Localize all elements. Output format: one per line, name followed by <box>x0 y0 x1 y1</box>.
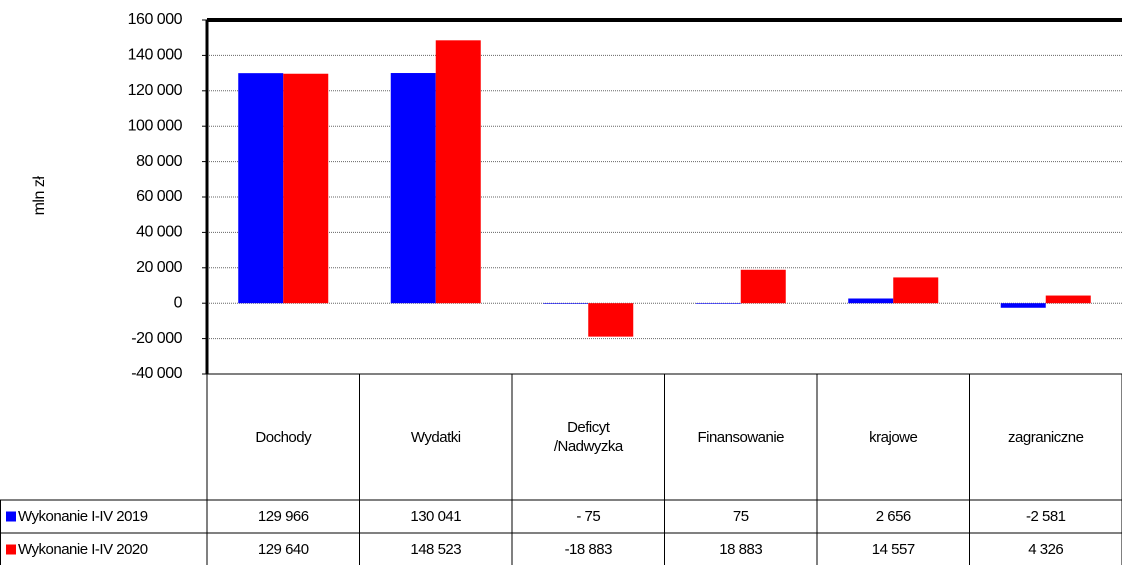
y-tick-label: 100 000 <box>128 117 183 134</box>
legend-swatch <box>6 511 16 522</box>
value-label: -2 581 <box>1025 508 1066 525</box>
y-tick-label: 60 000 <box>136 188 183 205</box>
bar <box>588 303 634 337</box>
category-label: Finansowanie <box>697 428 785 446</box>
value-label: 129 640 <box>257 541 309 558</box>
bar <box>390 73 436 304</box>
y-tick-label: 40 000 <box>136 224 183 241</box>
y-tick-label: 0 <box>174 294 183 311</box>
y-tick-label: 160 000 <box>128 11 183 28</box>
bar <box>283 73 329 304</box>
bar <box>1045 295 1091 304</box>
y-tick-label: 140 000 <box>128 47 183 64</box>
value-label: 129 966 <box>257 508 309 525</box>
category-label: Wydatki <box>410 428 461 446</box>
legend-label: Wykonanie I-IV 2020 <box>18 541 148 558</box>
bar <box>695 303 741 304</box>
value-label: -18 883 <box>564 541 613 558</box>
value-label: 2 656 <box>875 508 912 525</box>
category-label: krajowe <box>869 428 918 446</box>
value-label: 14 557 <box>871 541 915 558</box>
y-tick-label: 120 000 <box>128 82 183 99</box>
category-label: Dochody <box>255 428 312 446</box>
y-tick-label: 20 000 <box>136 259 183 276</box>
bar <box>848 298 894 304</box>
bar <box>543 303 589 304</box>
value-label: 148 523 <box>410 541 462 558</box>
value-label: - 75 <box>576 508 601 525</box>
value-label: 130 041 <box>410 508 462 525</box>
category-label: Deficyt /Nadwyzka <box>553 419 623 455</box>
bar <box>238 73 284 304</box>
value-label: 18 883 <box>719 541 763 558</box>
value-label: 75 <box>732 508 749 525</box>
y-tick-label: 80 000 <box>136 153 183 170</box>
legend-label: Wykonanie I-IV 2019 <box>18 508 148 525</box>
bar <box>435 40 481 304</box>
y-tick-label: -20 000 <box>131 330 182 347</box>
bar <box>893 277 939 304</box>
category-label: zagraniczne <box>1008 428 1084 446</box>
bar <box>740 269 786 304</box>
y-axis-label: mln zł <box>31 176 48 216</box>
y-tick-label: -40 000 <box>131 365 182 382</box>
bar <box>1000 303 1046 308</box>
legend-swatch <box>6 544 16 555</box>
value-label: 4 326 <box>1028 541 1064 558</box>
